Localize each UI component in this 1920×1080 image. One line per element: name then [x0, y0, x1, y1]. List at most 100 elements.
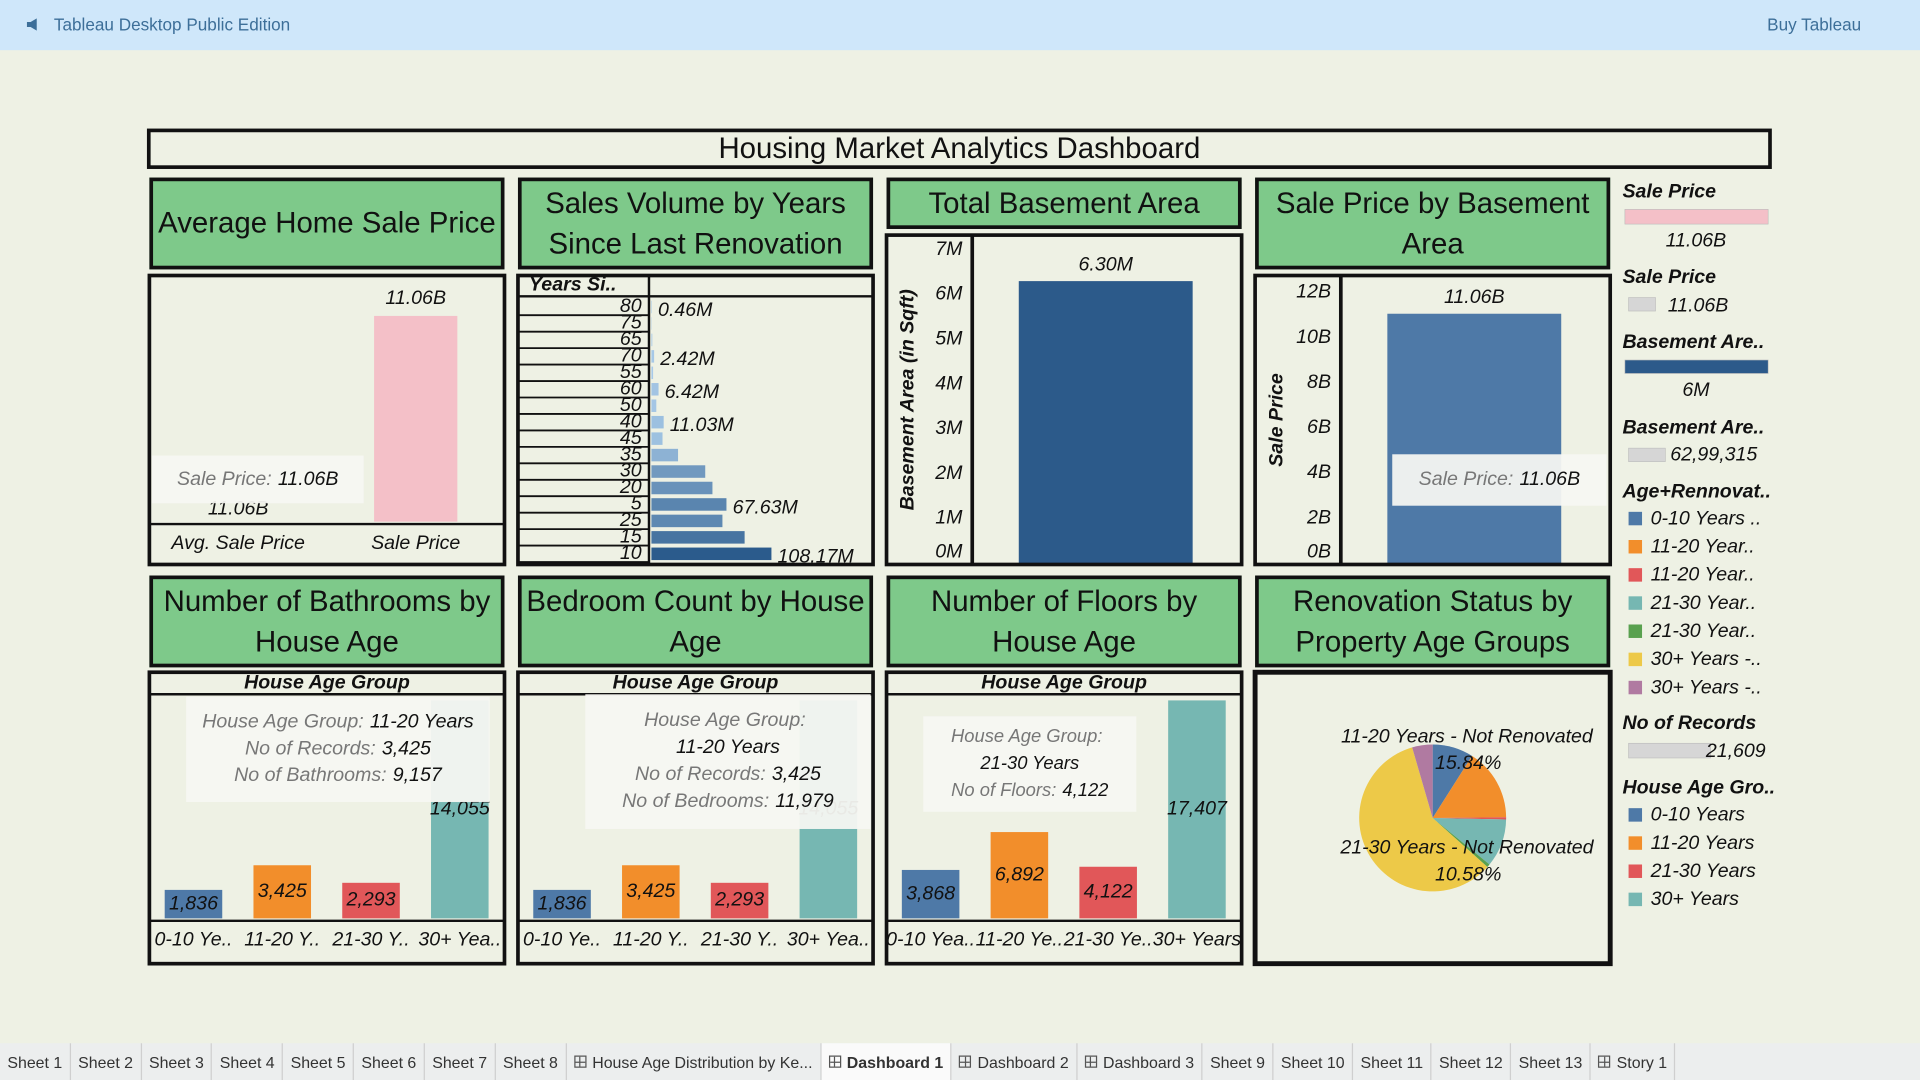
x-tick-label: 0-10 Yea.. [886, 929, 975, 951]
sheet-tab[interactable]: Sheet 11 [1353, 1043, 1432, 1080]
sheet-tab[interactable]: Story 1 [1591, 1043, 1676, 1080]
sheet-tab[interactable]: Sheet 12 [1432, 1043, 1512, 1080]
legend-label: 62,99,315 [1670, 444, 1757, 466]
value-label: 3,425 [626, 880, 675, 902]
chart: 0M 1M 2M 3M 4M 5M 6M 7M Basement Area (in Sqft) 6… [897, 235, 1193, 565]
panel-title: Number of Bathrooms by House Age [149, 575, 505, 668]
bar [651, 415, 664, 429]
legend-title: Age+Rennovat.. [1621, 480, 1771, 502]
tooltip-line: No of Bedrooms: 11,979 [593, 789, 864, 816]
chart: 0B 2B 4B 6B 8B 10B 12B Sale Price 11.06B [1265, 275, 1562, 565]
legend-swatch [1628, 624, 1643, 638]
tab-label: Sheet 3 [148, 1052, 204, 1071]
panel-title: Sale Price by Basement Area [1255, 177, 1611, 270]
tooltip-key: House Age Group: [951, 726, 1103, 747]
value-label: 0.46M [658, 299, 713, 321]
y-tick-label: 55 [620, 361, 642, 383]
legend-swatch [1624, 209, 1769, 225]
y-tick-label: 1M [935, 507, 963, 529]
tooltip-line: Sale Price: 11.06B [1400, 467, 1600, 494]
sheet-tab[interactable]: Sheet 4 [212, 1043, 284, 1080]
sheet-tab[interactable]: Dashboard 1 [821, 1043, 952, 1080]
tooltip-key: House Age Group: [202, 711, 364, 733]
x-tick-label: Sale Price [371, 532, 460, 554]
pie-slice [1432, 817, 1490, 867]
sheet-tab[interactable]: Sheet 9 [1203, 1043, 1274, 1080]
value-label: 3,868 [906, 882, 955, 904]
tooltip-key: Sale Price: [1418, 468, 1514, 490]
panel-frame [147, 273, 507, 567]
app-name: Tableau Desktop Public Edition [53, 14, 291, 35]
sheet-tab[interactable]: Sheet 1 [0, 1043, 71, 1080]
bar [710, 882, 769, 919]
tab-label: Sheet 9 [1210, 1052, 1265, 1071]
panel-frame [1252, 669, 1613, 967]
panel-title: Sales Volume by Years Since Last Renovat… [517, 177, 874, 270]
y-tick-label: 0B [1307, 540, 1331, 562]
tooltip: House Age Group: 11-20 Years No of Records… [585, 694, 871, 829]
x-tick-label: 30+ Yea.. [787, 929, 870, 951]
sheet-tab[interactable]: Dashboard 2 [952, 1043, 1078, 1080]
value-label: 3,425 [258, 880, 307, 902]
legend-swatch [1628, 680, 1643, 695]
tab-icon [1084, 1055, 1097, 1068]
chart: 11.06B Avg. Sale Price 11.06B Sale Price [149, 287, 505, 554]
panel-title: Total Basement Area [886, 177, 1242, 229]
tooltip-line: No of Records: 3,425 [193, 736, 482, 763]
y-tick-label: 20 [619, 476, 642, 498]
x-tick-label: 0-10 Ye.. [154, 929, 232, 951]
legend-swatch [1628, 511, 1643, 526]
y-tick-label: 30 [620, 460, 642, 482]
bar [622, 865, 680, 919]
sheet-tab[interactable]: Sheet 10 [1274, 1043, 1354, 1080]
legend-label: 11.06B [1666, 229, 1727, 251]
x-tick-label: 21-30 Y.. [331, 929, 409, 951]
sheet-tab[interactable]: Sheet 2 [71, 1043, 142, 1080]
legend-item: 21-30 Year.. [1650, 592, 1757, 614]
tooltip-value: 11-20 Years [369, 711, 474, 733]
y-tick-label: 5M [935, 328, 963, 350]
legend-swatch [1624, 359, 1769, 374]
sheet-tab[interactable]: Dashboard 3 [1077, 1043, 1203, 1080]
tooltip-line: House Age Group: 11-20 Years [593, 708, 864, 762]
bar [651, 448, 679, 462]
sheet-tab[interactable]: House Age Distribution by Ke... [566, 1043, 822, 1080]
bar [253, 865, 312, 919]
sheet-tab[interactable]: Sheet 3 [142, 1043, 213, 1080]
tab-icon [828, 1055, 841, 1068]
value-label: 2,293 [714, 889, 764, 911]
y-tick-label: 10B [1296, 326, 1331, 348]
y-tick-label: 6M [935, 283, 963, 305]
tooltip-value: 4,122 [1062, 780, 1109, 801]
y-tick-label: 80 [620, 295, 642, 317]
sheet-tab[interactable]: Sheet 13 [1511, 1043, 1591, 1080]
tab-label: Dashboard 1 [846, 1052, 944, 1071]
bar [342, 882, 400, 919]
sheet-tabs: Sheet 1 Sheet 2 Sheet 3 Sheet 4 Sheet 5 Sheet… [0, 1043, 1920, 1080]
legend-swatch [1628, 652, 1643, 667]
tooltip-key: No of Floors: [951, 780, 1057, 801]
legend-item: 30+ Years [1651, 888, 1740, 910]
y-tick-label: 75 [620, 312, 642, 334]
bar [651, 514, 723, 528]
tooltip-value: 11.06B [1519, 468, 1581, 490]
sheet-tab[interactable]: Sheet 6 [354, 1043, 425, 1080]
tab-label: Sheet 12 [1439, 1052, 1503, 1071]
y-tick-label: 0M [935, 540, 963, 562]
sheet-tab[interactable]: Sheet 8 [496, 1043, 567, 1080]
pie-slice [1432, 817, 1507, 820]
y-tick-label: 35 [620, 443, 642, 465]
column-header: Years Si.. [529, 273, 616, 295]
bar [651, 465, 706, 478]
tab-label: Dashboard 3 [1102, 1052, 1195, 1071]
tooltip-line: No of Bathrooms: 9,157 [193, 763, 482, 790]
buy-link[interactable]: Buy Tableau [1767, 14, 1862, 35]
legend-swatch [1628, 540, 1643, 554]
sheet-tab[interactable]: Sheet 5 [283, 1043, 355, 1080]
chart: House Age Group 3,868 0-10 Yea.. 6,892 11-20… [886, 671, 1242, 951]
value-label: 15.84% [1435, 752, 1501, 774]
legend-item: 0-10 Years .. [1651, 507, 1762, 529]
y-tick-label: 15 [620, 526, 642, 548]
sheet-tab[interactable]: Sheet 7 [425, 1043, 496, 1080]
pie-slice [1412, 744, 1433, 818]
